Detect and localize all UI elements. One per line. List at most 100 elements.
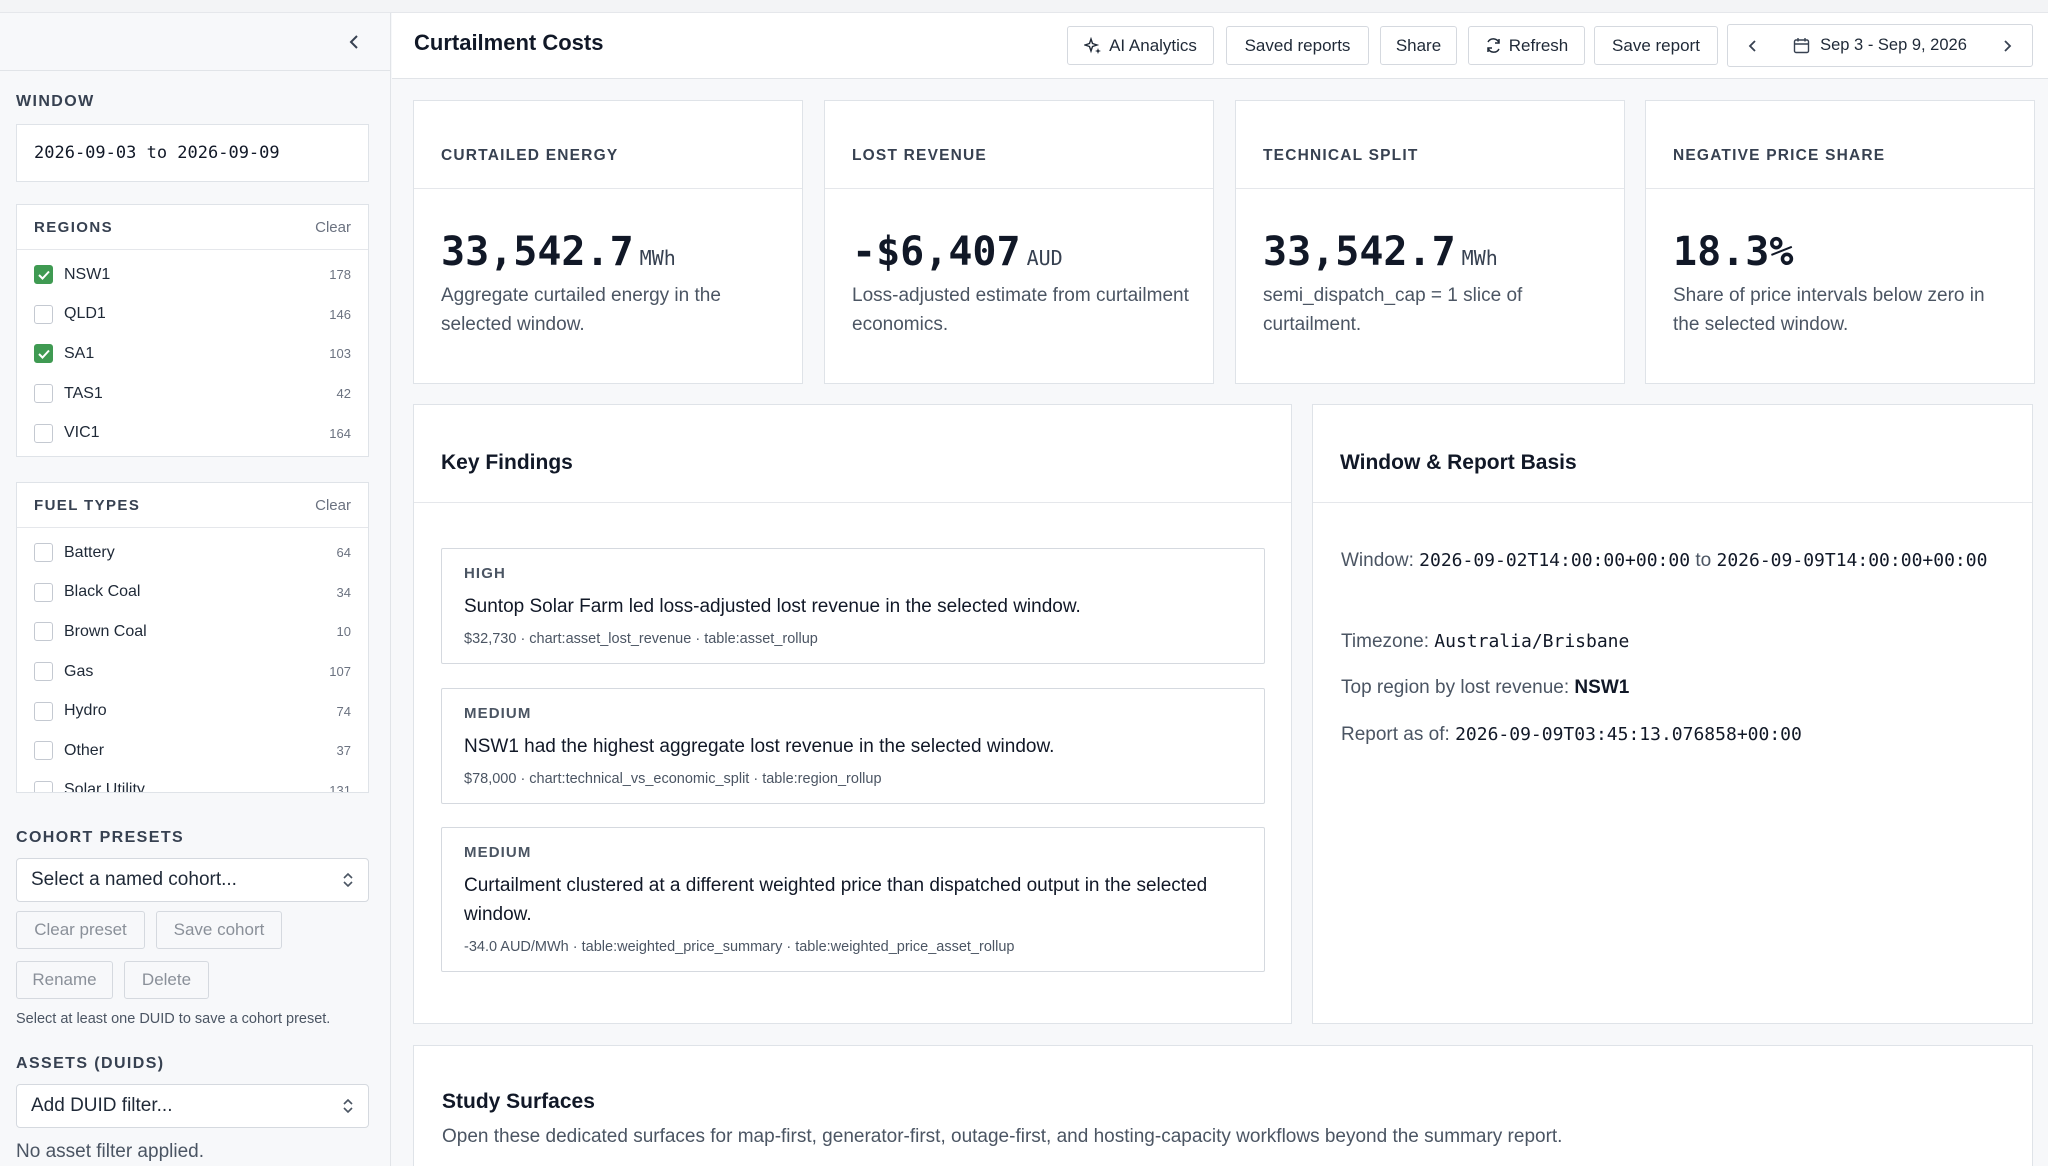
region-item-label: SA1: [64, 344, 95, 362]
checkbox-icon[interactable]: [34, 543, 53, 563]
window-input[interactable]: 2026-09-03 to 2026-09-09: [16, 124, 369, 182]
checkbox-checked-icon[interactable]: [34, 344, 53, 364]
page-title: Curtailment Costs: [414, 30, 604, 55]
refresh-label: Refresh: [1508, 35, 1569, 55]
fuel-type-item-gas[interactable]: Gas 107: [17, 652, 368, 692]
finding-text: Suntop Solar Farm led loss-adjusted lost…: [464, 596, 1081, 617]
previous-period-button[interactable]: [1728, 25, 1778, 66]
kpi-unit: MWh: [1461, 246, 1498, 270]
timezone-value: Australia/Brisbane: [1434, 631, 1630, 652]
saved-reports-button[interactable]: Saved reports: [1226, 26, 1369, 65]
rename-button[interactable]: Rename: [16, 961, 113, 999]
kpi-value-row: -$6,407 AUD: [852, 229, 1063, 275]
top-region-label: Top region by lost revenue:: [1341, 677, 1570, 698]
ai-analytics-button[interactable]: AI Analytics: [1067, 26, 1214, 65]
kpi-value-row: 18.3%: [1673, 229, 1799, 275]
region-item-tas1[interactable]: TAS1 42: [17, 374, 368, 414]
report-as-of-line: Report as of: 2026-09-09T03:45:13.076858…: [1341, 720, 2021, 750]
fuel-type-item-brown-coal[interactable]: Brown Coal 10: [17, 612, 368, 652]
next-period-button[interactable]: [1982, 25, 2032, 66]
fuel-type-item-count: 10: [336, 624, 351, 640]
save-cohort-button[interactable]: Save cohort: [156, 911, 282, 949]
region-item-nsw1[interactable]: NSW1 178: [17, 255, 368, 295]
sidebar: WINDOW 2026-09-03 to 2026-09-09 REGIONS …: [0, 13, 391, 1166]
checkbox-icon[interactable]: [34, 780, 53, 792]
date-range-navigator: Sep 3 - Sep 9, 2026: [1727, 24, 2033, 67]
date-range-picker[interactable]: Sep 3 - Sep 9, 2026: [1778, 36, 1982, 55]
kpi-value-row: 33,542.7 MWh: [441, 229, 676, 275]
report-as-of-value: 2026-09-09T03:45:13.076858+00:00: [1455, 724, 1802, 745]
key-findings-title: Key Findings: [414, 405, 1291, 503]
sparkles-icon: [1084, 36, 1102, 54]
refresh-button[interactable]: Refresh: [1468, 26, 1585, 65]
window-basis-label: Window:: [1341, 550, 1414, 571]
chevron-right-icon: [2004, 39, 2012, 52]
finding-card[interactable]: MEDIUM NSW1 had the highest aggregate los…: [441, 688, 1265, 804]
checkbox-icon[interactable]: [34, 384, 53, 404]
no-asset-filter-text: No asset filter applied.: [16, 1141, 204, 1162]
checkbox-icon[interactable]: [34, 582, 53, 602]
cohort-select[interactable]: Select a named cohort...: [16, 858, 369, 902]
fuel-type-item-solar-utility[interactable]: Solar Utility 131: [17, 771, 368, 792]
clear-preset-button[interactable]: Clear preset: [16, 911, 145, 949]
finding-text: Curtailment clustered at a different wei…: [464, 875, 1208, 925]
kpi-header: NEGATIVE PRICE SHARE: [1646, 101, 2034, 189]
regions-clear-button[interactable]: Clear: [315, 218, 351, 236]
region-item-qld1[interactable]: QLD1 146: [17, 295, 368, 335]
region-item-label: TAS1: [64, 384, 103, 402]
finding-card[interactable]: HIGH Suntop Solar Farm led loss-adjusted …: [441, 548, 1265, 664]
cohort-presets-label: COHORT PRESETS: [16, 829, 185, 846]
kpi-label: LOST REVENUE: [852, 146, 987, 164]
finding-severity: MEDIUM: [464, 705, 532, 722]
fuel-types-clear-button[interactable]: Clear: [315, 496, 351, 514]
region-item-count: 146: [329, 306, 351, 322]
kpi-unit: AUD: [1026, 246, 1063, 270]
fuel-types-list: Battery 64 Black Coal 34 Brown Coal 10 Gas 107 H…: [17, 528, 368, 792]
region-item-count: 164: [329, 425, 351, 441]
timezone-line: Timezone: Australia/Brisbane: [1341, 627, 2021, 657]
fuel-type-item-hydro[interactable]: Hydro 74: [17, 691, 368, 731]
window-end-value: 2026-09-09T14:00:00+00:00: [1716, 550, 1988, 571]
region-item-vic1[interactable]: VIC1 164: [17, 413, 368, 453]
fuel-type-item-label: Battery: [64, 543, 115, 561]
kpi-card-technical-split: TECHNICAL SPLIT 33,542.7 MWh semi_dispatch_…: [1235, 100, 1625, 384]
kpi-description: semi_dispatch_cap = 1 slice of curtailme…: [1263, 285, 1523, 335]
checkbox-icon[interactable]: [34, 741, 53, 761]
fuel-types-header: FUEL TYPES Clear: [17, 483, 368, 528]
checkbox-icon[interactable]: [34, 622, 53, 642]
delete-button[interactable]: Delete: [124, 961, 209, 999]
checkbox-icon[interactable]: [34, 423, 53, 443]
fuel-type-item-battery[interactable]: Battery 64: [17, 533, 368, 573]
checkbox-icon[interactable]: [34, 662, 53, 682]
date-range-label: Sep 3 - Sep 9, 2026: [1820, 36, 1967, 54]
kpi-header: LOST REVENUE: [825, 101, 1213, 189]
ai-analytics-label: AI Analytics: [1109, 35, 1197, 55]
save-report-button[interactable]: Save report: [1594, 26, 1718, 65]
region-item-label: VIC1: [64, 424, 100, 442]
fuel-type-item-label: Brown Coal: [64, 622, 147, 640]
finding-severity: HIGH: [464, 565, 506, 582]
region-item-sa1[interactable]: SA1 103: [17, 334, 368, 374]
select-arrows-icon: [343, 1098, 353, 1114]
finding-severity: MEDIUM: [464, 844, 532, 861]
window-label: WINDOW: [16, 93, 95, 110]
fuel-type-item-label: Gas: [64, 662, 94, 680]
regions-list: NSW1 178 QLD1 146 SA1 103 TAS1 42 VIC1 164: [17, 250, 368, 453]
chevron-left-icon: [349, 35, 358, 49]
share-button[interactable]: Share: [1380, 26, 1457, 65]
fuel-type-item-count: 74: [336, 703, 351, 719]
regions-header: REGIONS Clear: [17, 205, 368, 250]
checkbox-icon[interactable]: [34, 304, 53, 324]
finding-card[interactable]: MEDIUM Curtailment clustered at a differe…: [441, 827, 1265, 972]
window-start-value: 2026-09-02T14:00:00+00:00: [1419, 550, 1691, 571]
select-arrows-icon: [343, 872, 353, 888]
fuel-type-item-other[interactable]: Other 37: [17, 731, 368, 771]
fuel-types-filter: FUEL TYPES Clear Battery 64 Black Coal 34 Br…: [16, 482, 369, 793]
duid-filter-select[interactable]: Add DUID filter...: [16, 1084, 369, 1128]
checkbox-checked-icon[interactable]: [34, 265, 53, 285]
checkbox-icon[interactable]: [34, 701, 53, 721]
region-item-count: 103: [329, 346, 351, 362]
fuel-type-item-count: 64: [336, 545, 351, 561]
fuel-type-item-black-coal[interactable]: Black Coal 34: [17, 573, 368, 613]
collapse-sidebar-button[interactable]: [342, 29, 368, 55]
